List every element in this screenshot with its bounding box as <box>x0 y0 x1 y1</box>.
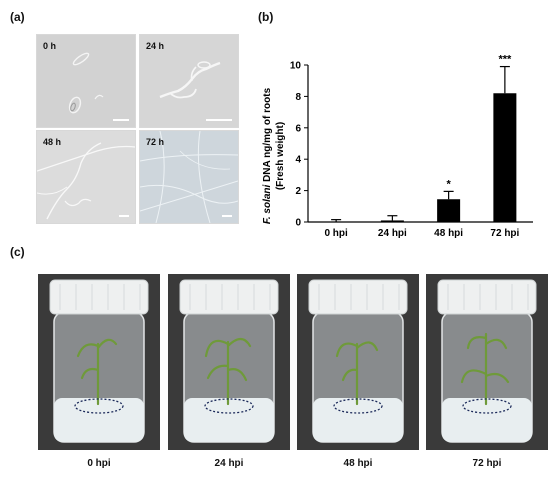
x-tick-label: 48 hpi <box>434 228 463 239</box>
jar-image <box>49 279 149 443</box>
jar-lid <box>49 279 149 315</box>
x-tick-label: 72 hpi <box>490 228 519 239</box>
photo-label-72hpi: 72 hpi <box>472 458 502 469</box>
jar-lid <box>308 279 408 315</box>
scale-bar <box>206 119 232 121</box>
jar-photo-0hpi <box>38 274 160 450</box>
panel-b-label: (b) <box>258 10 274 24</box>
time-label: 48 h <box>43 137 62 147</box>
time-label: 24 h <box>146 41 165 51</box>
panel-c-label: (c) <box>10 245 25 259</box>
inoculation-zone-outline <box>333 398 383 414</box>
micrograph-72h: 72 h <box>139 130 239 224</box>
jar-image <box>308 279 408 443</box>
seedling <box>204 337 252 406</box>
x-tick-label: 0 hpi <box>324 228 348 239</box>
micrograph-24h: 24 h <box>139 34 239 128</box>
hyphae-image <box>37 142 135 220</box>
y-axis-label-line2: (Fresh weight) <box>275 122 286 190</box>
photo-label-0hpi: 0 hpi <box>87 458 111 469</box>
scale-bar <box>119 215 129 217</box>
panel-a-label: (a) <box>10 10 25 24</box>
agar-medium <box>313 398 403 442</box>
y-tick-label: 0 <box>295 218 301 229</box>
agar-medium <box>54 398 144 442</box>
photo-label-24hpi: 24 hpi <box>214 458 244 469</box>
y-axis-label-rest: DNA ng/mg of roots <box>262 87 273 184</box>
time-label: 0 h <box>43 41 57 51</box>
jar-photo-72hpi <box>426 274 548 450</box>
photo-label-48hpi: 48 hpi <box>343 458 373 469</box>
seedling <box>460 332 510 406</box>
jar-image <box>437 279 537 443</box>
time-label: 72 h <box>146 137 165 147</box>
agar-medium <box>442 398 532 442</box>
y-tick-label: 10 <box>290 61 302 72</box>
scale-bar <box>222 215 232 217</box>
y-axis-label-species: F. solani <box>262 184 273 224</box>
germinating-spore-image <box>159 61 221 99</box>
micrograph-0h: 0 h <box>36 34 136 128</box>
inoculation-zone-outline <box>74 398 124 414</box>
inoculation-zone-outline <box>462 398 512 414</box>
jar-lid <box>437 279 537 315</box>
y-tick-label: 4 <box>295 155 301 166</box>
jar-photo-24hpi <box>168 274 290 450</box>
chart-bars: **** <box>331 54 517 222</box>
mycelium-image <box>140 131 238 223</box>
inoculation-zone-outline <box>204 398 254 414</box>
y-tick-label: 6 <box>295 123 301 134</box>
y-tick-label: 2 <box>295 186 301 197</box>
seedling <box>335 341 379 406</box>
jar-lid <box>179 279 279 315</box>
significance-marker: * <box>446 178 451 190</box>
x-tick-label: 24 hpi <box>378 228 407 239</box>
significance-marker: *** <box>498 54 512 66</box>
jar-image <box>179 279 279 443</box>
micrograph-48h: 48 h <box>36 130 136 224</box>
y-tick-label: 8 <box>295 92 301 103</box>
bar <box>493 93 517 222</box>
seedling <box>76 338 118 406</box>
jar-photo-48hpi <box>297 274 419 450</box>
spore-image <box>68 52 104 114</box>
scale-bar <box>113 119 129 121</box>
bar <box>380 220 404 222</box>
bar <box>437 199 461 222</box>
agar-medium <box>184 398 274 442</box>
y-axis-label: F. solani DNA ng/mg of roots <box>262 87 273 224</box>
